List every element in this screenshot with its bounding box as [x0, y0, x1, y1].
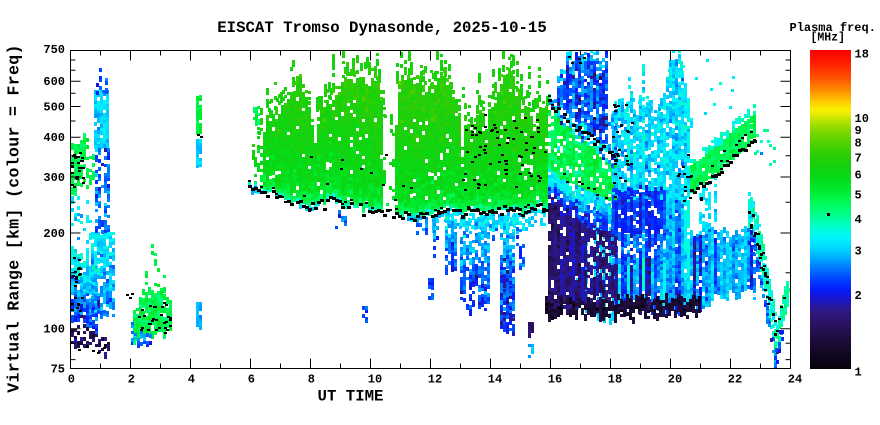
svg-text:20: 20	[668, 372, 682, 386]
svg-text:1: 1	[855, 366, 862, 380]
svg-text:2: 2	[128, 372, 135, 386]
svg-text:10: 10	[855, 112, 869, 126]
svg-text:7: 7	[855, 151, 862, 165]
svg-text:200: 200	[43, 227, 65, 241]
svg-text:16: 16	[548, 372, 562, 386]
svg-text:600: 600	[43, 75, 65, 89]
svg-text:300: 300	[43, 171, 65, 185]
svg-text:8: 8	[855, 137, 862, 151]
svg-text:[MHz]: [MHz]	[811, 32, 846, 45]
svg-text:2: 2	[855, 289, 862, 303]
svg-text:100: 100	[43, 323, 65, 337]
svg-text:EISCAT Tromso Dynasonde, 2025-: EISCAT Tromso Dynasonde, 2025-10-15	[217, 19, 547, 37]
svg-text:22: 22	[728, 372, 742, 386]
svg-text:6: 6	[248, 372, 255, 386]
svg-text:75: 75	[51, 362, 65, 376]
svg-text:18: 18	[608, 372, 622, 386]
svg-text:6: 6	[855, 168, 862, 182]
svg-text:14: 14	[488, 372, 502, 386]
svg-text:4: 4	[188, 372, 195, 386]
svg-text:Virtual Range [km] (colour = F: Virtual Range [km] (colour = Freq)	[5, 44, 24, 393]
svg-text:8: 8	[308, 372, 315, 386]
svg-text:24: 24	[788, 372, 802, 386]
svg-text:9: 9	[855, 124, 862, 138]
svg-text:500: 500	[43, 100, 65, 114]
svg-text:18: 18	[855, 48, 869, 62]
svg-text:3: 3	[855, 245, 862, 259]
svg-text:UT TIME: UT TIME	[318, 388, 384, 406]
svg-text:5: 5	[855, 188, 862, 202]
svg-text:12: 12	[428, 372, 442, 386]
svg-text:4: 4	[855, 213, 862, 227]
svg-text:750: 750	[43, 43, 65, 57]
svg-text:10: 10	[368, 372, 382, 386]
svg-text:Plasma freq.: Plasma freq.	[790, 21, 876, 35]
svg-text:0: 0	[68, 372, 75, 386]
svg-text:400: 400	[43, 131, 65, 145]
